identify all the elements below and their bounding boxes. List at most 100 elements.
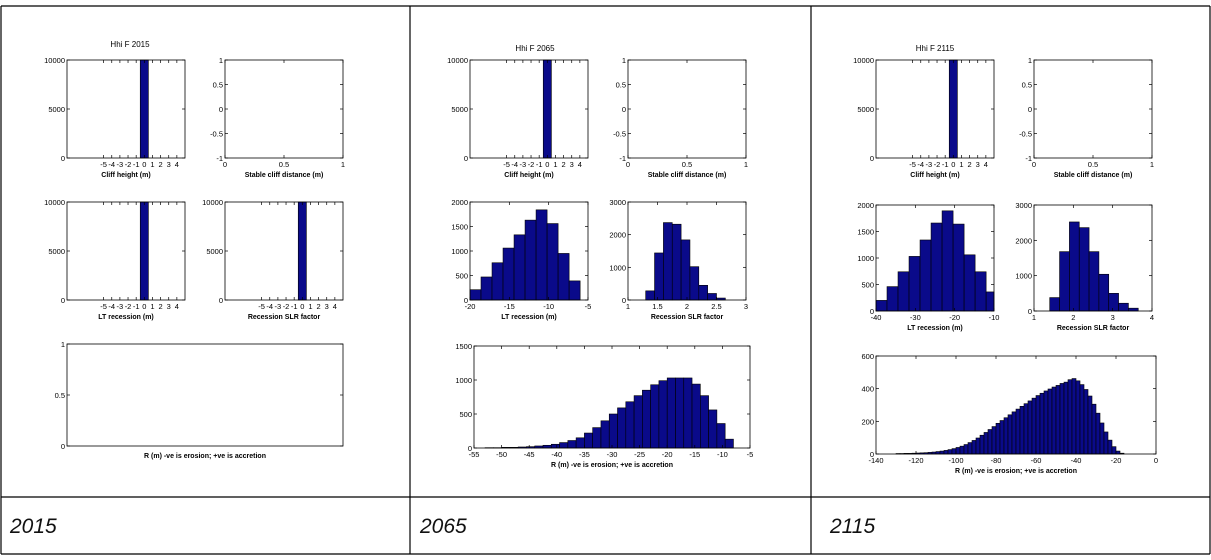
histogram-bar xyxy=(956,447,960,454)
histogram-bar xyxy=(1080,385,1084,454)
histogram-bar xyxy=(960,446,964,454)
histogram-bar xyxy=(1119,303,1129,311)
x-tick-label: -60 xyxy=(1031,456,1042,465)
x-tick-label: 1 xyxy=(553,160,557,169)
x-tick-label: 3 xyxy=(167,160,171,169)
x-axis-label: Cliff height (m) xyxy=(504,172,553,179)
histogram-bar xyxy=(964,255,975,311)
x-tick-label: 0 xyxy=(142,302,146,311)
x-tick-label: -4 xyxy=(108,160,115,169)
x-tick-label: 1 xyxy=(308,302,312,311)
histogram-bar xyxy=(949,60,957,158)
histogram-bar xyxy=(1109,293,1119,311)
histogram-bar xyxy=(1048,389,1052,454)
x-axis-label: Cliff height (m) xyxy=(101,172,150,179)
x-tick-label: 1 xyxy=(150,302,154,311)
histogram-bar xyxy=(576,438,584,448)
histogram-bar xyxy=(1064,382,1068,454)
x-tick-label: -3 xyxy=(520,160,527,169)
x-tick-label: -3 xyxy=(117,302,124,311)
y-tick-label: 0 xyxy=(464,154,468,163)
histogram-bar xyxy=(887,287,898,311)
x-tick-label: -2 xyxy=(528,160,535,169)
x-tick-label: 1 xyxy=(744,160,748,169)
histogram-bar xyxy=(984,432,988,454)
x-tick-label: 0.5 xyxy=(682,160,692,169)
x-tick-label: -45 xyxy=(524,450,535,459)
histogram-bar xyxy=(1100,423,1104,454)
y-tick-label: 10000 xyxy=(44,56,65,65)
histogram-bar xyxy=(1056,385,1060,454)
histogram-bar xyxy=(1012,412,1016,454)
x-axis-label: Recession SLR factor xyxy=(651,314,724,321)
y-tick-label: 2000 xyxy=(451,198,468,207)
x-tick-label: -120 xyxy=(908,456,923,465)
histogram-bar xyxy=(514,235,525,300)
x-axis-label: LT recession (m) xyxy=(98,314,154,321)
x-tick-label: 1.5 xyxy=(652,302,662,311)
histogram-bar xyxy=(690,267,699,300)
x-tick-label: 0 xyxy=(545,160,549,169)
x-tick-label: -5 xyxy=(258,302,265,311)
histogram-bar xyxy=(659,381,667,448)
x-tick-label: 2 xyxy=(1071,313,1075,322)
histogram-bar xyxy=(298,202,306,300)
histogram-bar xyxy=(709,410,717,448)
histogram-bar xyxy=(996,423,1000,454)
histogram-bar xyxy=(601,421,609,448)
y-tick-label: 0 xyxy=(870,154,874,163)
y-tick-label: 5000 xyxy=(48,105,65,114)
histogram-bar xyxy=(1072,379,1076,454)
panel-title: Hhi F 2015 xyxy=(110,40,150,49)
y-tick-label: 0 xyxy=(61,154,65,163)
x-tick-label: 1 xyxy=(1150,160,1154,169)
chart-r-erosion: 00.51R (m) -ve is erosion; +ve is accret… xyxy=(55,340,343,460)
histogram-bar xyxy=(1128,308,1138,311)
histogram-bar xyxy=(976,438,980,454)
histogram-bar xyxy=(618,408,626,448)
histogram-bar xyxy=(1108,440,1112,454)
y-tick-label: 0.5 xyxy=(55,391,65,400)
y-tick-label: 1000 xyxy=(455,376,472,385)
y-tick-label: 500 xyxy=(861,281,874,290)
x-tick-label: -1 xyxy=(133,160,140,169)
y-tick-label: 0.5 xyxy=(1022,81,1032,90)
x-tick-label: -40 xyxy=(871,313,882,322)
x-tick-label: -5 xyxy=(100,302,107,311)
histogram-bar xyxy=(980,435,984,454)
x-tick-label: -1 xyxy=(536,160,543,169)
x-tick-label: 1 xyxy=(150,160,154,169)
histogram-bar xyxy=(681,240,690,300)
y-tick-label: 0.5 xyxy=(616,81,626,90)
x-tick-label: -5 xyxy=(585,302,592,311)
histogram-bar xyxy=(667,378,675,448)
x-tick-label: -140 xyxy=(868,456,883,465)
histogram-bar xyxy=(642,390,650,448)
x-tick-label: 0 xyxy=(142,160,146,169)
histogram-bar xyxy=(1079,228,1089,311)
y-tick-label: 10000 xyxy=(44,198,65,207)
x-tick-label: 3 xyxy=(744,302,748,311)
y-tick-label: -0.5 xyxy=(613,130,626,139)
y-tick-label: 0 xyxy=(61,442,65,451)
histogram-bar xyxy=(909,256,920,311)
histogram-bar xyxy=(1016,409,1020,454)
x-axis-label: R (m) -ve is erosion; +ve is accretion xyxy=(144,453,266,460)
histogram-bar xyxy=(634,396,642,448)
histogram-bar xyxy=(1044,391,1048,454)
histogram-bar xyxy=(717,424,725,448)
histogram-bar xyxy=(1096,413,1100,454)
histogram-bar xyxy=(481,277,492,300)
x-axis-label: Cliff height (m) xyxy=(910,172,959,179)
y-tick-label: 3000 xyxy=(1015,201,1032,210)
